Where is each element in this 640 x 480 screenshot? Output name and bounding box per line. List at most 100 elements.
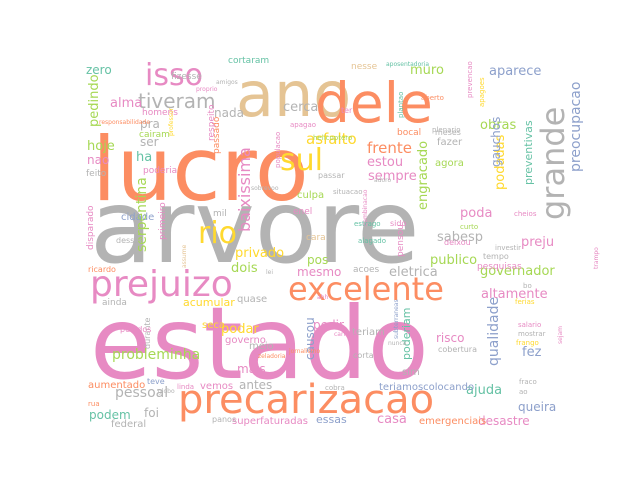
word-ainda: ainda xyxy=(102,298,127,308)
word-tempo: tempo xyxy=(483,252,509,261)
word-nada: nada xyxy=(214,106,244,120)
word-prejuizo: prejuizo xyxy=(90,264,233,305)
word-arvore: arvore xyxy=(90,168,420,287)
word-vemos: vemos xyxy=(200,381,233,392)
word-agora: agora xyxy=(435,158,464,169)
word-cobra: cobra xyxy=(325,384,345,392)
word-frango: frango xyxy=(516,339,539,347)
word-nesse: nesse xyxy=(351,62,378,72)
word-desses: desses xyxy=(116,236,143,245)
word-tiveram: tiveram xyxy=(138,89,216,113)
word-primeiro: primeiro xyxy=(158,202,168,240)
word-casa: casa xyxy=(377,412,407,427)
word-assume: assume xyxy=(181,244,188,268)
word-federal: federal xyxy=(111,419,146,430)
word-gauchos: gauchos xyxy=(489,117,503,167)
word-cara: cara xyxy=(306,233,326,243)
word-ter: ter xyxy=(341,106,353,115)
word-desastre: desastre xyxy=(478,414,530,428)
word-altamente: altamente xyxy=(481,287,548,302)
word-professor: professor xyxy=(168,107,175,136)
word-teriam: teriam xyxy=(352,327,385,338)
word-pra: pra xyxy=(140,117,160,131)
word-ano: ano xyxy=(236,58,351,131)
word-dois: dois xyxy=(231,261,258,276)
word-rio: rio xyxy=(198,216,237,251)
word-poderia: poderia xyxy=(143,166,177,176)
word-estado: estado xyxy=(90,285,429,402)
word-homens: homens xyxy=(142,108,178,118)
word-adoro: adoro xyxy=(374,177,391,184)
word-disparado: disparado xyxy=(86,205,96,250)
word-privado: privado xyxy=(235,246,284,261)
word-ajuda: ajuda xyxy=(466,383,502,398)
word-rua: rua xyxy=(88,400,100,408)
word-poda: poda xyxy=(460,206,492,221)
word-nao: nao xyxy=(87,153,109,167)
word-hoje: hoje xyxy=(87,139,115,154)
word-sempre: sempre xyxy=(368,169,417,184)
word-sobrevoo: sobrevoo xyxy=(251,185,279,192)
word-bo: bo xyxy=(523,282,532,290)
word-obras: obras xyxy=(480,118,517,133)
word-proprio: proprio xyxy=(196,86,218,93)
word-foi: foi xyxy=(144,406,159,420)
word-plenario: plenario xyxy=(432,126,461,134)
word-pedir: pedir xyxy=(313,318,344,332)
word-linda: linda xyxy=(177,383,194,391)
word-respeito: respeito xyxy=(207,104,217,141)
word-ferias: ferias xyxy=(515,298,535,306)
word-responsabilidade: responsabilidade xyxy=(99,119,150,126)
word-acumular: acumular xyxy=(183,296,235,309)
word-investir: investir xyxy=(495,244,521,252)
word-alma: alma xyxy=(110,96,142,111)
word-cidade: cidade xyxy=(121,212,154,223)
word-apagao: apagao xyxy=(290,121,316,129)
word-carisma: carisma xyxy=(334,331,358,338)
word-situacao: situacao xyxy=(333,188,362,196)
word-risco: risco xyxy=(436,331,464,345)
word-emergenciais: emergenciais xyxy=(419,416,486,427)
word-culpa: culpa xyxy=(297,190,324,201)
word-sabesp: sabesp xyxy=(437,230,483,245)
word-sejam: sejam xyxy=(557,326,564,344)
word-deixou: deixou xyxy=(444,238,471,247)
word-amigos: amigos xyxy=(216,79,238,86)
word-essas: essas xyxy=(316,413,347,426)
word-antes: antes xyxy=(239,378,272,392)
word-jornalismo: jornalismo xyxy=(288,348,320,355)
word-cortaram: cortaram xyxy=(228,56,269,66)
word-cairam: cairam xyxy=(139,130,170,140)
word-corta: corta xyxy=(353,351,374,360)
word-fez: fez xyxy=(522,345,542,360)
word-dele: dele xyxy=(315,71,433,135)
word-plantao: plantao xyxy=(397,92,405,118)
word-cerca: cerca xyxy=(283,100,318,115)
word-podem: podem xyxy=(89,408,131,422)
word-nunca: nunca xyxy=(388,340,407,347)
word-lei: lei xyxy=(266,269,273,276)
word-combinacao: combinacao xyxy=(362,189,369,226)
word-pessoal: pessoal xyxy=(115,385,168,401)
word-passar: passar xyxy=(318,171,345,180)
word-aposentadoria: aposentadoria xyxy=(386,61,429,68)
word-alagado: alagado xyxy=(358,237,386,245)
word-podadas: podadas xyxy=(493,134,508,190)
word-muro: muro xyxy=(410,63,444,78)
word-populacao: populacao xyxy=(274,132,282,168)
word-ricardo: ricardo xyxy=(88,265,116,274)
word-helicoptero: helicoptero xyxy=(313,134,352,142)
word-sul: sul xyxy=(280,143,323,178)
word-isso: isso xyxy=(145,58,203,93)
word-asfalto: asfalto xyxy=(306,130,357,148)
word-podar: podar xyxy=(221,322,259,337)
word-enel: enel xyxy=(293,207,312,217)
word-subterraneas: subterraneas xyxy=(393,299,400,339)
word-zero: zero xyxy=(86,63,112,77)
word-governador: governador xyxy=(480,264,555,279)
word-lucro: lucro xyxy=(92,118,309,221)
word-acoes: acoes xyxy=(353,265,380,275)
word-durante: durante xyxy=(143,317,152,349)
word-frente: frente xyxy=(367,139,412,157)
word-zeladoria: zeladoria xyxy=(258,353,286,360)
